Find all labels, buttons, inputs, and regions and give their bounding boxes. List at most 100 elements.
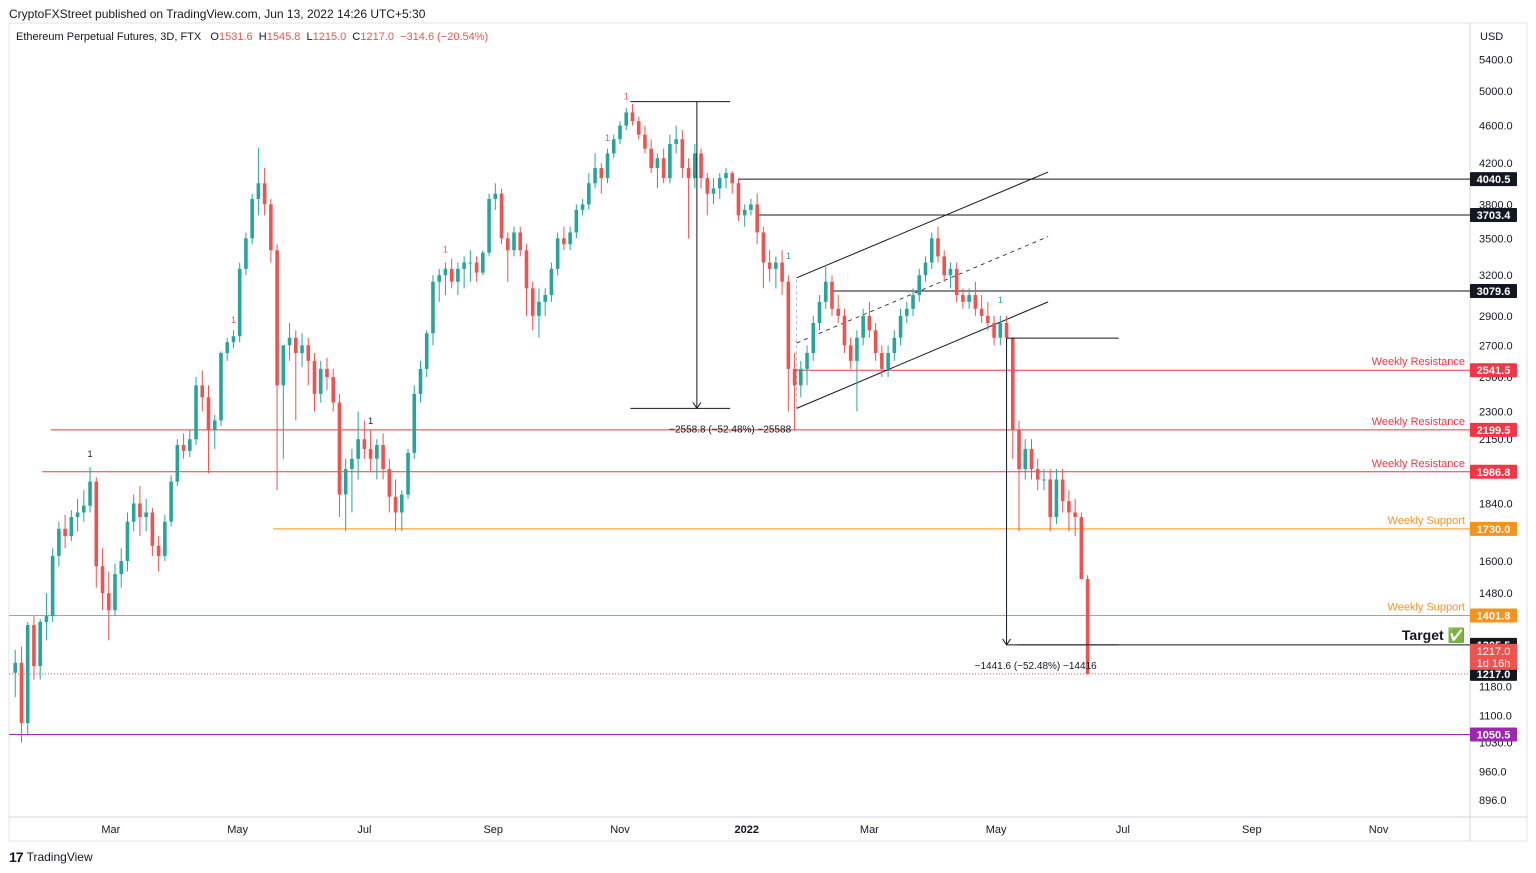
candle <box>811 315 816 361</box>
candle-body <box>150 512 155 546</box>
candle <box>88 466 92 513</box>
candle <box>799 360 803 398</box>
y-tick-label: 1600.0 <box>1479 556 1513 568</box>
candle <box>524 244 529 316</box>
candle-body <box>1023 448 1028 470</box>
candle <box>562 226 566 251</box>
y-tick-label: 896.0 <box>1479 795 1507 807</box>
candle-body <box>381 445 385 470</box>
candle <box>424 330 429 378</box>
candle-body <box>873 330 878 354</box>
candle-body <box>923 262 928 276</box>
candle-body <box>44 616 49 623</box>
channel-upper-line <box>796 171 1049 279</box>
candle-body <box>487 199 491 253</box>
candles <box>13 103 1090 743</box>
candle-body <box>911 295 915 309</box>
candle-body <box>443 268 448 276</box>
candle <box>138 485 142 537</box>
x-tick-label: 2022 <box>735 824 759 836</box>
candle-body <box>767 262 772 269</box>
price-tag-bg <box>1470 422 1517 437</box>
target-label: Target ✅ <box>1402 627 1465 644</box>
candle <box>250 193 254 245</box>
price-tag-label: 1986.8 <box>1477 467 1511 479</box>
candle <box>904 301 909 324</box>
candle-body <box>237 268 242 337</box>
candle <box>761 226 766 289</box>
candle-body <box>568 232 572 245</box>
candle-body <box>961 295 965 302</box>
candle-body <box>331 377 336 403</box>
candle <box>443 262 448 296</box>
candle-body <box>618 125 622 140</box>
candle <box>917 268 922 302</box>
candle-body <box>468 262 473 264</box>
candle <box>580 199 585 216</box>
candle <box>237 262 242 343</box>
price-tag-label: 1050.5 <box>1477 730 1511 742</box>
candle-body <box>181 445 186 451</box>
candle <box>842 308 847 354</box>
parallel-channel <box>796 171 1049 409</box>
candle <box>356 411 360 480</box>
candle <box>543 288 547 316</box>
candle <box>487 193 491 257</box>
candle <box>593 153 597 189</box>
candle <box>38 619 42 680</box>
candle-body <box>1042 479 1046 481</box>
candle-body <box>19 662 24 724</box>
y-tick-label: 1180.0 <box>1479 682 1512 694</box>
candle-body <box>661 158 666 179</box>
candle <box>368 429 373 472</box>
candle-body <box>175 445 180 482</box>
candle <box>649 139 653 174</box>
candle <box>587 173 591 210</box>
candle-body <box>318 368 323 394</box>
candle <box>337 393 342 518</box>
candle-body <box>212 420 217 430</box>
candle-body <box>811 323 816 354</box>
candle-body <box>979 308 984 316</box>
candle <box>767 250 772 282</box>
candle <box>668 134 672 184</box>
candle <box>231 330 236 349</box>
candle-body <box>1067 501 1071 513</box>
price-tag-label: 1401.8 <box>1477 611 1511 623</box>
candle <box>942 250 947 282</box>
candle-body <box>387 469 392 497</box>
candle-body <box>194 385 198 440</box>
candle <box>25 622 30 735</box>
chart-frame <box>8 22 1528 842</box>
candle-body <box>13 662 18 673</box>
candle <box>618 121 622 144</box>
candle-body <box>954 268 959 296</box>
candle-body <box>431 281 435 334</box>
candle-body <box>861 315 865 338</box>
candle-body <box>549 268 554 296</box>
candle-body <box>231 336 236 343</box>
candle <box>1048 469 1052 532</box>
candle-body <box>350 458 354 470</box>
price-tag-bg <box>1470 363 1517 378</box>
candle <box>836 295 841 324</box>
x-tick-label: Nov <box>1369 824 1389 836</box>
candle-body <box>823 281 828 302</box>
candle <box>1060 469 1065 513</box>
candle-body <box>1060 479 1065 502</box>
candle-body <box>1073 512 1077 518</box>
candle-body <box>50 555 55 617</box>
td-count-marker: 1 <box>605 133 610 143</box>
candle-body <box>362 439 367 449</box>
candle <box>986 301 990 331</box>
candle <box>262 168 267 216</box>
legend-open: 1531.6 <box>218 31 253 43</box>
candle-body <box>275 250 279 386</box>
candle-body <box>705 178 710 194</box>
candle <box>992 315 996 346</box>
y-tick-label: 3200.0 <box>1479 270 1513 282</box>
candle <box>998 315 1003 346</box>
candle <box>699 148 703 189</box>
candle <box>1029 439 1034 480</box>
